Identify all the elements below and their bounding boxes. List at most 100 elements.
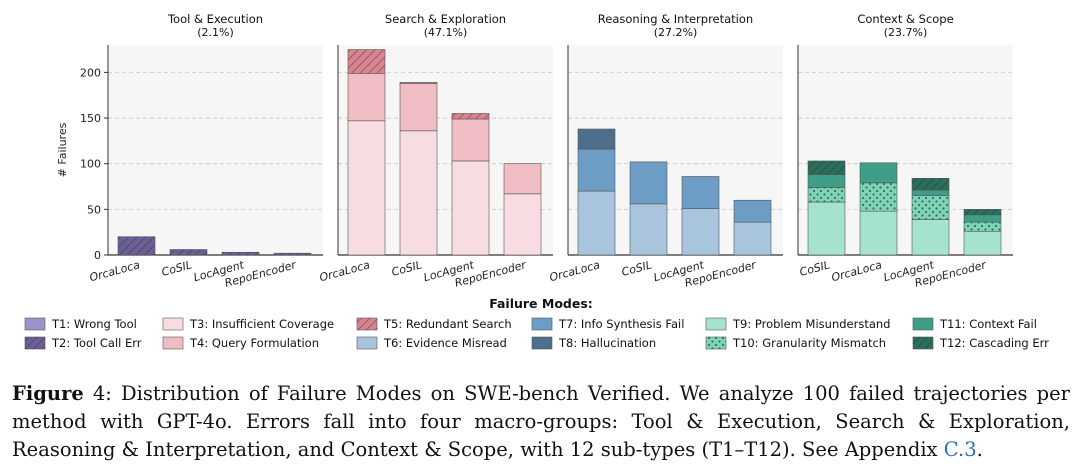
legend-label: T3: Insufficient Coverage (189, 317, 334, 331)
bar-segment-pattern (400, 82, 437, 84)
bar-segment (963, 214, 1002, 223)
y-tick-label: 50 (87, 203, 101, 216)
bar-segment (807, 174, 846, 188)
panel-background (108, 45, 323, 255)
bar-segment (807, 201, 846, 256)
legend-label: T8: Hallucination (558, 336, 656, 350)
panel-4: Context & Scope(23.7%)CoSILOrcaLocaLocAg… (797, 12, 1013, 290)
bar-segment (733, 199, 772, 223)
legend-item: T1: Wrong Tool (24, 317, 137, 331)
bar-segment (911, 219, 950, 256)
bar-segment-pattern (964, 209, 1001, 215)
panel-subtitle: (2.1%) (197, 26, 234, 39)
panel-3: Reasoning & Interpretation(27.2%) OrcaLoc… (548, 12, 783, 290)
bar-segment-pattern (808, 187, 845, 203)
bar-segment (451, 160, 490, 256)
legend-swatch (912, 317, 934, 331)
legend-item: T8: Hallucination (531, 336, 656, 350)
caption-number: 4: (92, 382, 112, 405)
y-tick-label: 0 (94, 249, 101, 262)
legend-swatch (162, 317, 184, 331)
bar-segment-pattern (222, 252, 259, 255)
legend-label: T12: Cascading Err (939, 336, 1049, 350)
legend-label: T5: Redundant Search (383, 317, 512, 331)
bar-segment-pattern (860, 182, 897, 212)
bar-segment (399, 83, 438, 132)
caption-end: . (976, 438, 983, 461)
legend-label: T10: Granularity Mismatch (732, 336, 886, 350)
panel-title: Context & Scope (857, 12, 953, 26)
legend-swatch (24, 317, 46, 331)
x-tick-label: CoSIL (390, 258, 423, 279)
appendix-link[interactable]: C.3 (943, 438, 977, 461)
legend-item: T11: Context Fail (912, 317, 1037, 331)
bar-segment-pattern (348, 49, 385, 74)
legend-swatch (531, 336, 553, 350)
bar-segment (629, 203, 668, 256)
legend-item: T9: Problem Misunderstand (705, 317, 890, 331)
legend-item: T2: Tool Call Err (24, 336, 142, 350)
x-tick-label: CoSIL (798, 258, 831, 279)
bar-segment-pattern (912, 195, 949, 220)
caption-text: Distribution of Failure Modes on SWE-ben… (12, 382, 1071, 461)
x-tick-label: OrcaLoca (318, 258, 371, 284)
legend-item: T12: Cascading Err (912, 336, 1049, 350)
x-tick-label: OrcaLoca (830, 258, 883, 284)
legend-item: T10: Granularity Mismatch (705, 336, 886, 350)
legend-swatch (531, 317, 553, 331)
legend-swatch-pattern (913, 337, 933, 349)
x-tick-label: OrcaLoca (88, 258, 141, 284)
bar-segment (681, 176, 720, 209)
panel-title: Tool & Execution (167, 12, 263, 26)
bar-segment (577, 190, 616, 256)
bar-segment (577, 148, 616, 192)
legend-swatch (356, 336, 378, 350)
x-tick-label: CoSIL (160, 258, 193, 279)
bar-segment-pattern (808, 160, 845, 175)
legend-swatch (705, 317, 727, 331)
legend-title: Failure Modes: (489, 296, 593, 311)
bar-segment (629, 161, 668, 205)
bar-segment (399, 130, 438, 256)
panel-subtitle: (23.7%) (884, 26, 928, 39)
legend-swatch-pattern (357, 318, 377, 330)
bar-segment (503, 193, 542, 256)
panel-title: Reasoning & Interpretation (598, 12, 753, 26)
bar-segment (859, 162, 898, 184)
bar-segment-pattern (912, 178, 949, 191)
bar-segment (347, 120, 386, 256)
legend-swatch-pattern (706, 337, 726, 349)
legend-swatch-pattern (25, 337, 45, 349)
y-tick-label: 150 (80, 112, 101, 125)
bar-segment-pattern (118, 236, 155, 255)
bar-segment-pattern (452, 113, 489, 119)
legend-label: T4: Query Formulation (189, 336, 319, 350)
bar-segment (963, 230, 1002, 256)
bar-segment (733, 221, 772, 256)
legend-item: T5: Redundant Search (356, 317, 512, 331)
y-tick-label: 200 (80, 66, 101, 79)
legend-item: T7: Info Synthesis Fail (531, 317, 684, 331)
legend-label: T6: Evidence Misread (383, 336, 507, 350)
bar-segment (347, 73, 386, 122)
legend-item: T6: Evidence Misread (356, 336, 507, 350)
legend-item: T4: Query Formulation (162, 336, 319, 350)
x-tick-label: CoSIL (620, 258, 653, 279)
legend-swatch (162, 336, 184, 350)
legend-label: T9: Problem Misunderstand (732, 317, 890, 331)
caption-label: Figure (12, 382, 84, 405)
legend-label: T2: Tool Call Err (51, 336, 142, 350)
bar-segment (503, 163, 542, 195)
panel-1: 0 50 100 150 200 Tool & Execution(2.1%) OrcaLo… (80, 12, 323, 290)
bar-segment (451, 118, 490, 162)
legend-item: T3: Insufficient Coverage (162, 317, 334, 331)
panel-2: Search & Exploration(47.1%) OrcaLoca CoSIL… (318, 12, 553, 290)
bar-segment-pattern (964, 222, 1001, 232)
bar-segment-pattern (170, 249, 207, 255)
figure-caption: Figure 4: Distribution of Failure Modes … (12, 380, 1070, 464)
panel-title: Search & Exploration (385, 12, 506, 26)
legend-label: T1: Wrong Tool (51, 317, 137, 331)
bar-segment-pattern (274, 253, 311, 255)
y-tick-label: 100 (80, 158, 101, 171)
